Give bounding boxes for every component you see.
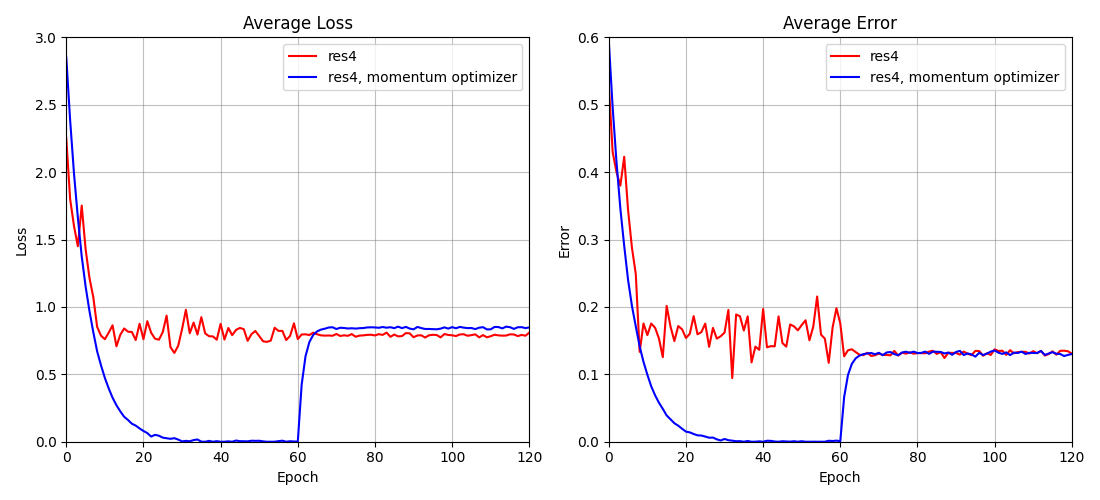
res4, momentum optimizer [376,324,389,330]
res4 [353,332,366,338]
res4, momentum optimizer [649,392,662,398]
Title: Average Loss: Average Loss [243,15,353,33]
res4, momentum optimizer [167,435,180,441]
res4 [803,338,816,344]
res4 [522,330,536,336]
Y-axis label: Error: Error [558,222,572,256]
res4 [261,339,274,345]
res4, momentum optimizer [199,438,212,444]
res4, momentum optimizer [496,326,509,332]
Line: res4: res4 [66,138,529,353]
res4 [602,82,615,87]
Y-axis label: Loss: Loss [15,224,29,254]
res4 [1065,350,1078,356]
res4, momentum optimizer [895,350,909,356]
res4, momentum optimizer [261,438,274,444]
res4 [895,350,909,356]
res4, momentum optimizer [602,38,615,44]
Title: Average Error: Average Error [783,15,898,33]
res4 [496,332,509,338]
Legend: res4, res4, momentum optimizer: res4, res4, momentum optimizer [283,44,522,90]
Line: res4: res4 [608,84,1071,378]
res4 [649,324,662,330]
res4 [918,350,932,356]
res4 [59,136,73,141]
res4, momentum optimizer [711,436,724,442]
X-axis label: Epoch: Epoch [820,471,861,485]
res4, momentum optimizer [106,395,119,401]
res4, momentum optimizer [803,438,816,444]
X-axis label: Epoch: Epoch [276,471,319,485]
res4, momentum optimizer [353,325,366,331]
res4 [726,375,739,381]
res4, momentum optimizer [918,348,932,354]
res4, momentum optimizer [522,324,536,330]
res4, momentum optimizer [1065,351,1078,357]
res4 [711,336,724,342]
Line: res4, momentum optimizer: res4, momentum optimizer [66,58,529,442]
res4, momentum optimizer [737,438,750,444]
res4 [167,350,180,356]
res4 [376,332,389,338]
res4 [1038,352,1052,358]
res4, momentum optimizer [1038,352,1052,358]
Legend: res4, res4, momentum optimizer: res4, res4, momentum optimizer [826,44,1065,90]
Line: res4, momentum optimizer: res4, momentum optimizer [608,40,1071,442]
res4 [106,322,119,328]
res4 [172,343,185,349]
res4, momentum optimizer [59,54,73,60]
